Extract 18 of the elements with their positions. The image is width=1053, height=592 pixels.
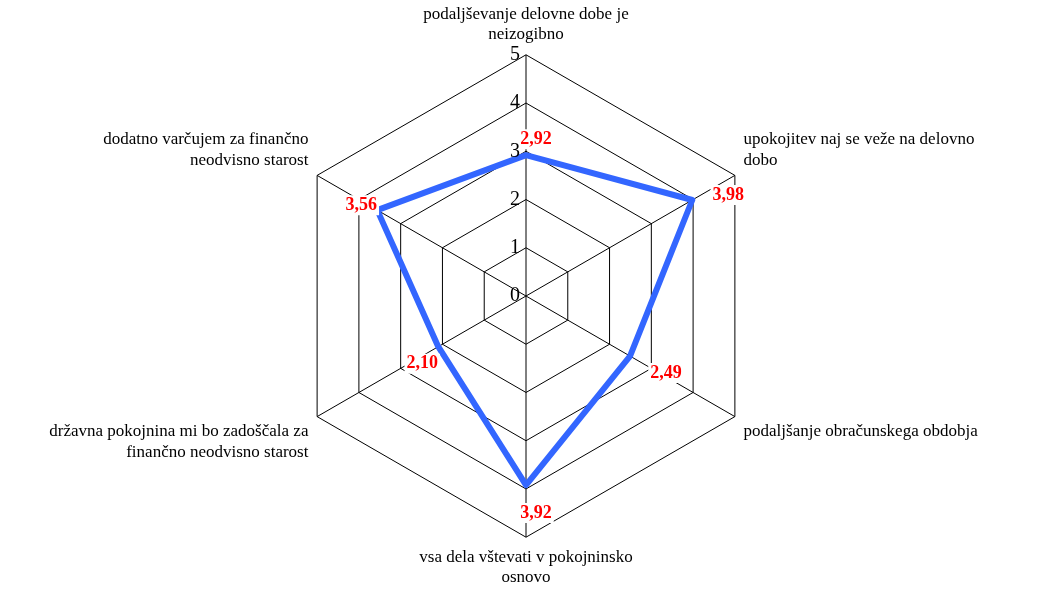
data-label: 3,98: [712, 183, 744, 204]
y-tick-label: 1: [510, 235, 520, 258]
spoke-label: vsa dela vštevati v pokojninsko osnovo: [419, 546, 633, 587]
data-label: 3,92: [520, 501, 552, 522]
y-tick-label: 2: [510, 186, 520, 209]
data-label: 2,49: [650, 361, 682, 382]
data-label: 3,56: [345, 193, 378, 214]
y-tick-label: 5: [510, 42, 520, 65]
spoke-label: upokojitev naj se veže na delovno dobo: [743, 129, 975, 169]
spoke-label: dodatno varčujem za finančno neodvisno starost: [103, 129, 309, 169]
data-label: 2,10: [406, 352, 439, 373]
data-label: 2,92: [520, 127, 552, 148]
spoke-label: podaljšanje obračunskega obdobja: [743, 421, 979, 441]
y-tick-label: 3: [510, 138, 520, 161]
y-tick-label: 0: [510, 283, 520, 306]
spoke-label: državna pokojnina mi bo zadoščala za finančno neodvisno starost: [49, 421, 309, 461]
spoke-label: podaljševanje delovne dobe je neizogibno: [423, 3, 629, 44]
y-tick-label: 4: [510, 90, 520, 113]
